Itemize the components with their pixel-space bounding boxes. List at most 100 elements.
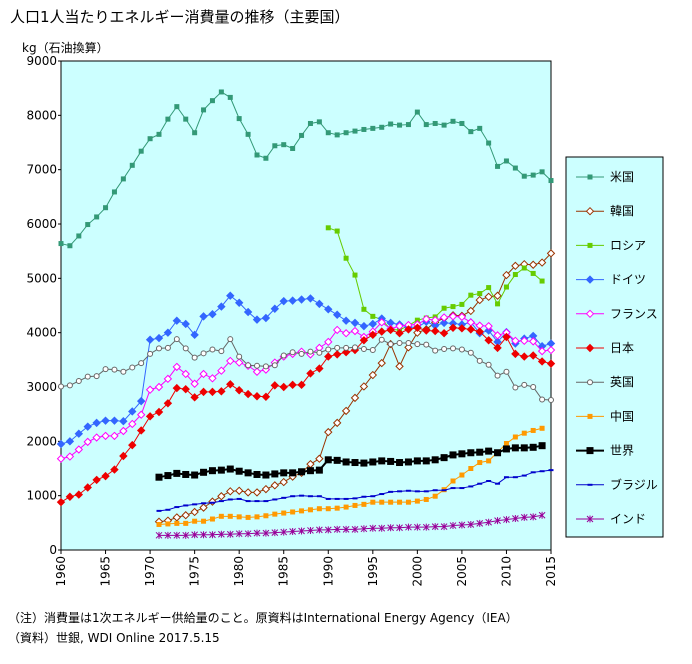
marker	[521, 430, 527, 436]
marker	[181, 319, 190, 329]
marker	[227, 336, 234, 343]
marker	[457, 324, 467, 333]
marker	[190, 379, 199, 388]
marker	[84, 373, 91, 380]
marker	[145, 335, 155, 344]
marker	[333, 456, 341, 464]
marker	[448, 312, 458, 321]
marker	[111, 366, 118, 373]
marker	[476, 448, 484, 456]
marker	[270, 304, 280, 313]
marker	[587, 174, 593, 180]
marker	[156, 521, 162, 527]
marker	[413, 328, 422, 337]
marker	[477, 125, 483, 131]
marker	[261, 365, 271, 374]
marker	[450, 478, 456, 484]
marker	[289, 528, 296, 536]
marker	[423, 341, 430, 348]
marker	[226, 487, 235, 496]
marker	[350, 326, 360, 336]
marker	[83, 422, 92, 431]
marker	[191, 531, 198, 539]
marker	[120, 368, 127, 375]
marker	[163, 328, 173, 337]
marker	[440, 523, 448, 531]
marker	[92, 418, 101, 428]
marker	[315, 454, 324, 463]
marker	[226, 356, 235, 366]
marker	[511, 261, 520, 271]
marker	[164, 531, 172, 539]
x-tick-label: 1980	[232, 556, 246, 587]
marker	[244, 530, 252, 538]
marker	[359, 382, 369, 391]
marker	[530, 270, 536, 276]
marker	[262, 529, 270, 537]
marker	[245, 362, 252, 369]
marker	[209, 531, 216, 539]
marker	[528, 351, 538, 360]
marker	[201, 107, 207, 113]
marker	[414, 498, 420, 504]
marker	[439, 318, 449, 328]
marker	[585, 309, 595, 319]
marker	[537, 258, 547, 267]
marker	[485, 361, 492, 368]
marker	[252, 367, 262, 376]
marker	[92, 433, 101, 442]
marker	[281, 510, 287, 516]
marker	[585, 206, 595, 216]
marker	[341, 316, 351, 325]
marker	[520, 352, 529, 361]
marker	[234, 486, 244, 495]
marker	[165, 521, 171, 527]
marker	[183, 116, 189, 122]
x-tick-label: 2010	[499, 556, 513, 587]
marker	[369, 347, 376, 354]
marker	[200, 350, 207, 357]
marker	[128, 407, 137, 416]
legend-label: 世界	[610, 444, 634, 458]
marker	[263, 513, 269, 519]
marker	[352, 344, 358, 351]
marker	[298, 527, 305, 535]
marker	[279, 296, 288, 306]
marker	[468, 466, 474, 471]
marker	[387, 457, 395, 465]
y-tick-label: 4000	[26, 326, 57, 340]
marker	[537, 357, 547, 366]
marker	[155, 531, 163, 539]
marker	[183, 520, 189, 526]
marker	[539, 425, 545, 431]
marker	[486, 285, 492, 291]
marker	[370, 313, 376, 319]
marker	[236, 116, 242, 122]
marker	[94, 214, 100, 220]
marker	[334, 228, 340, 234]
marker	[334, 344, 341, 351]
marker	[387, 341, 394, 348]
marker	[74, 445, 84, 454]
marker	[324, 352, 333, 361]
marker	[181, 511, 190, 520]
marker	[136, 426, 146, 435]
marker	[502, 270, 511, 280]
y-tick-label: 6000	[26, 217, 57, 231]
marker	[209, 346, 216, 353]
marker	[459, 472, 465, 478]
marker	[128, 440, 137, 450]
marker	[350, 393, 360, 403]
marker	[226, 530, 234, 538]
marker	[217, 466, 225, 474]
marker	[422, 457, 430, 465]
marker	[93, 373, 100, 380]
marker	[368, 370, 378, 380]
marker	[512, 165, 518, 171]
marker	[395, 362, 404, 371]
marker	[511, 349, 520, 359]
marker	[585, 343, 595, 353]
marker	[486, 458, 492, 464]
marker	[359, 321, 369, 331]
marker	[217, 387, 226, 396]
